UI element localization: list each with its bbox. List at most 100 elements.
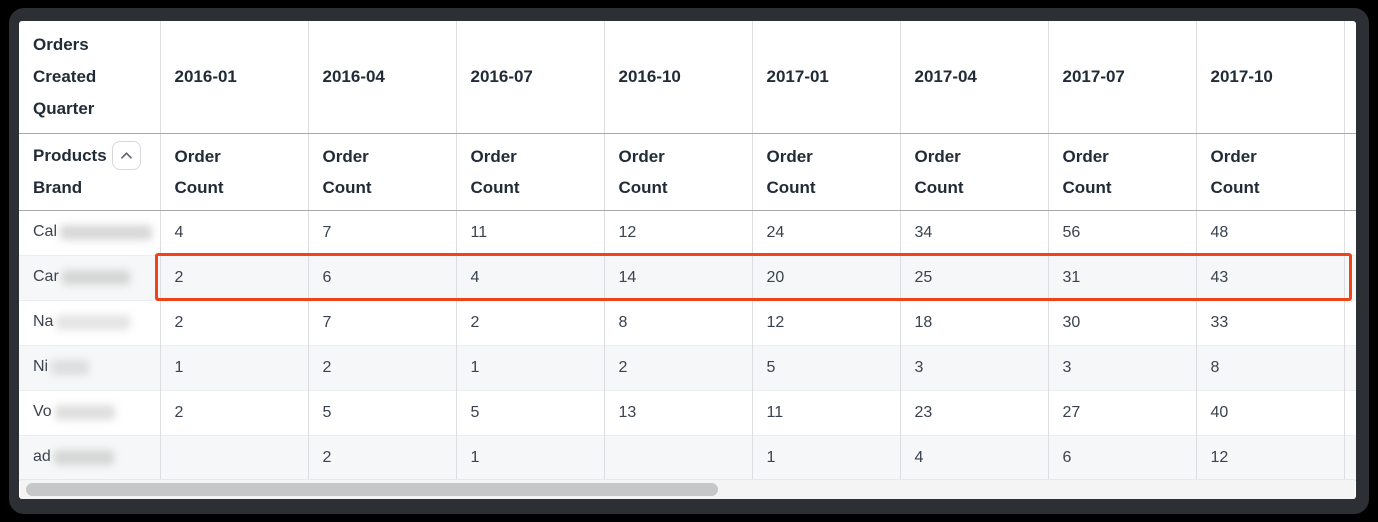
pivot-table: Orders Created Quarter 2016-01 2016-04 2016… [19,21,1356,481]
order-count-cell[interactable]: 2 [308,434,457,481]
order-count-cell[interactable]: 1 [752,434,901,481]
measure-header-row: Products Brand Order Count Order Count Order… [19,133,1356,211]
quarter-label: 2017-07 [1062,66,1125,86]
filler-cell [1344,299,1356,345]
order-count-cell[interactable] [604,434,753,481]
order-count-cell[interactable]: 2 [160,254,309,300]
scrollbar-thumb[interactable] [26,483,718,496]
order-count-cell[interactable]: 11 [456,210,605,255]
order-count-cell[interactable]: 18 [900,299,1049,345]
order-count-cell[interactable]: 12 [604,210,753,255]
order-count-cell[interactable]: 14 [604,254,753,300]
order-count-cell[interactable]: 43 [1196,254,1345,300]
order-count-cell[interactable]: 6 [1048,434,1197,481]
row-dimension-header-cell: Products Brand [19,133,161,211]
order-count-cell[interactable]: 12 [1196,434,1345,481]
order-count-cell[interactable]: 31 [1048,254,1197,300]
quarter-header-cell[interactable]: 2016-07 [456,21,605,134]
quarter-header-cell[interactable]: 2017-04 [900,21,1049,134]
redacted-brand-name [56,314,131,330]
order-count-cell[interactable]: 2 [456,299,605,345]
measure-header-cell[interactable]: Order Count [160,133,309,211]
quarter-header-row: Orders Created Quarter 2016-01 2016-04 2016… [19,21,1356,134]
order-count-cell[interactable]: 40 [1196,389,1345,435]
brand-label-cell[interactable]: Vo [19,389,161,435]
order-count-cell[interactable]: 12 [752,299,901,345]
app-window: Orders Created Quarter 2016-01 2016-04 2016… [9,8,1369,514]
order-count-cell[interactable]: 4 [900,434,1049,481]
quarter-header-cell[interactable]: 2017-01 [752,21,901,134]
quarter-header-cell[interactable]: 2017-10 [1196,21,1345,134]
brand-label-prefix: ad [33,448,51,466]
order-count-cell[interactable]: 7 [308,210,457,255]
table-row: Vo 2 5 5 13 11 23 27 40 [19,389,1356,435]
quarter-header-cell[interactable]: 2016-01 [160,21,309,134]
measure-header-cell[interactable]: Order Count [900,133,1049,211]
order-count-cell[interactable]: 5 [752,344,901,390]
measure-header-cell[interactable]: Order Count [456,133,605,211]
brand-label-cell[interactable]: Na [19,299,161,345]
order-count-cell[interactable]: 2 [604,344,753,390]
measure-header-cell[interactable]: Order Count [308,133,457,211]
order-count-cell[interactable]: 23 [900,389,1049,435]
order-count-cell[interactable]: 24 [752,210,901,255]
order-count-cell[interactable]: 3 [900,344,1049,390]
order-count-cell[interactable]: 7 [308,299,457,345]
quarter-label: 2016-01 [174,66,237,86]
quarter-header-cell[interactable]: 2016-10 [604,21,753,134]
redacted-brand-name [51,359,90,375]
quarter-label: 2017-10 [1210,66,1273,86]
horizontal-scrollbar[interactable] [20,479,1355,499]
measure-header-cell[interactable]: Order Count [604,133,753,211]
order-count-cell[interactable]: 2 [160,299,309,345]
order-count-cell[interactable]: 11 [752,389,901,435]
quarter-header-cell[interactable]: 2017-07 [1048,21,1197,134]
table-row: Cal 4 7 11 12 24 34 56 48 [19,210,1356,255]
order-count-cell[interactable]: 5 [456,389,605,435]
order-count-cell[interactable]: 8 [604,299,753,345]
order-count-cell[interactable]: 48 [1196,210,1345,255]
filler-cell [1344,389,1356,435]
order-count-cell[interactable]: 3 [1048,344,1197,390]
order-count-cell[interactable]: 25 [900,254,1049,300]
brand-label-prefix: Na [33,313,54,331]
filler-cell [1344,434,1356,481]
order-count-cell[interactable]: 2 [308,344,457,390]
order-count-cell[interactable]: 4 [160,210,309,255]
order-count-cell[interactable]: 6 [308,254,457,300]
measure-label: Order Count [174,146,224,197]
order-count-cell[interactable]: 1 [160,344,309,390]
measure-label: Order Count [618,146,668,197]
order-count-cell[interactable]: 30 [1048,299,1197,345]
order-count-cell[interactable]: 4 [456,254,605,300]
measure-header-cell[interactable]: Order Count [1196,133,1345,211]
chevron-up-icon [120,152,132,159]
redacted-brand-name [54,404,115,420]
order-count-cell[interactable]: 1 [456,344,605,390]
brand-label-cell[interactable]: Cal [19,210,161,255]
brand-label-cell[interactable]: Car [19,254,161,300]
order-count-cell[interactable]: 8 [1196,344,1345,390]
order-count-cell[interactable]: 2 [160,389,309,435]
measure-header-cell[interactable]: Order Count [752,133,901,211]
order-count-cell[interactable]: 56 [1048,210,1197,255]
filler-cell [1344,210,1356,255]
measure-label: Order Count [914,146,964,197]
sort-chevron-up-button[interactable] [111,141,141,170]
order-count-cell[interactable]: 20 [752,254,901,300]
quarter-header-cell[interactable]: 2016-04 [308,21,457,134]
order-count-cell[interactable] [160,434,309,481]
order-count-cell[interactable]: 33 [1196,299,1345,345]
measure-label: Order Count [1062,146,1112,197]
order-count-cell[interactable]: 13 [604,389,753,435]
order-count-cell[interactable]: 1 [456,434,605,481]
order-count-cell[interactable]: 27 [1048,389,1197,435]
measure-header-cell[interactable]: Order Count [1048,133,1197,211]
brand-label-cell[interactable]: Ni [19,344,161,390]
table-row: Car 2 6 4 14 20 25 31 43 [19,254,1356,300]
brand-label-prefix: Cal [33,223,58,241]
measure-label: Order Count [322,146,372,197]
order-count-cell[interactable]: 5 [308,389,457,435]
order-count-cell[interactable]: 34 [900,210,1049,255]
brand-label-cell[interactable]: ad [19,434,161,481]
